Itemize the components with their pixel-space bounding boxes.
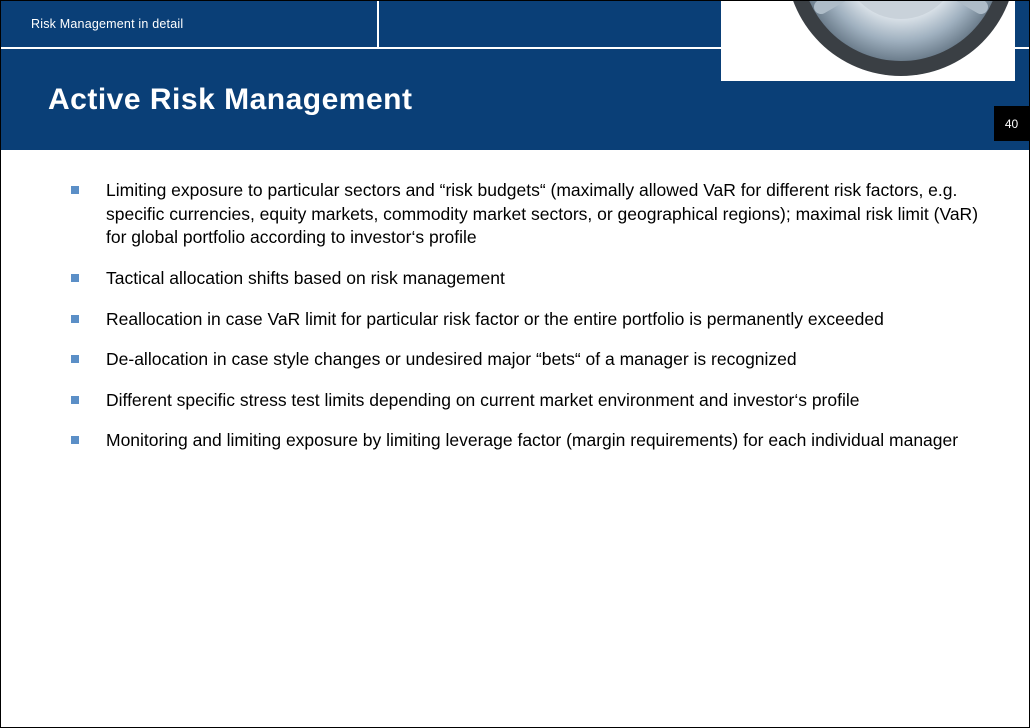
list-item: Monitoring and limiting exposure by limi… bbox=[71, 429, 984, 453]
content-area: Limiting exposure to particular sectors … bbox=[71, 179, 984, 470]
page-number: 40 bbox=[1005, 117, 1018, 131]
wheel-logo-icon bbox=[721, 1, 1015, 81]
breadcrumb-panel: Risk Management in detail bbox=[1, 1, 379, 47]
list-item: Reallocation in case VaR limit for parti… bbox=[71, 308, 984, 332]
list-item: Different specific stress test limits de… bbox=[71, 389, 984, 413]
list-item: De-allocation in case style changes or u… bbox=[71, 348, 984, 372]
page-number-badge: 40 bbox=[994, 106, 1029, 141]
breadcrumb: Risk Management in detail bbox=[31, 17, 183, 31]
list-item: Limiting exposure to particular sectors … bbox=[71, 179, 984, 250]
logo-image bbox=[721, 1, 1015, 81]
bullet-list: Limiting exposure to particular sectors … bbox=[71, 179, 984, 453]
page-title: Active Risk Management bbox=[48, 83, 412, 117]
slide: Risk Management in detail Active Risk Ma… bbox=[0, 0, 1030, 728]
list-item: Tactical allocation shifts based on risk… bbox=[71, 267, 984, 291]
